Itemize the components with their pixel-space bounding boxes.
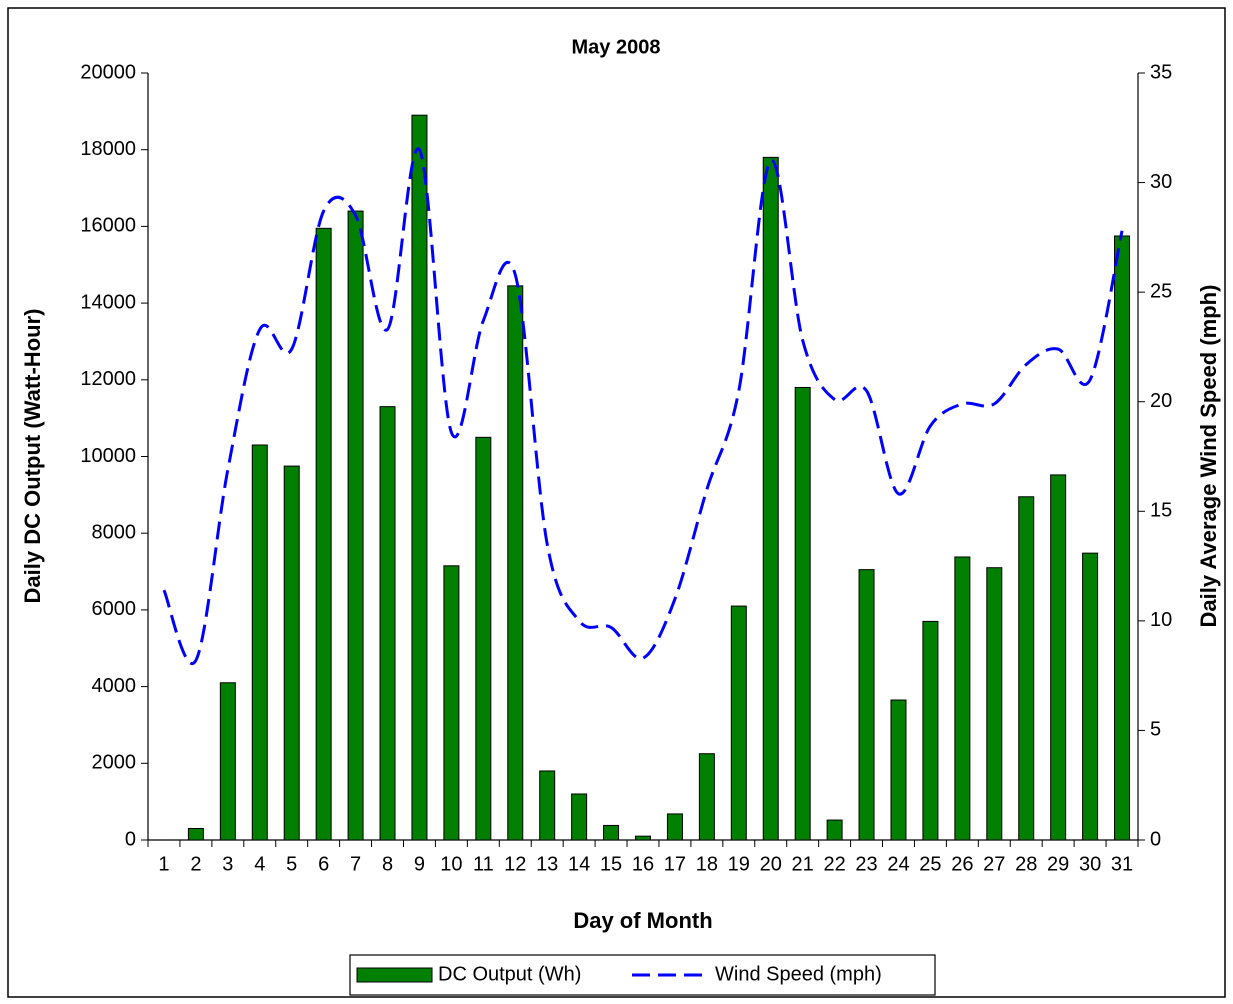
y-tick-label: 8000 bbox=[92, 521, 137, 543]
x-tick-label: 10 bbox=[440, 853, 462, 875]
y2-tick-label: 30 bbox=[1150, 171, 1172, 193]
x-tick-label: 26 bbox=[951, 853, 973, 875]
x-tick-label: 13 bbox=[536, 853, 558, 875]
x-tick-label: 12 bbox=[504, 853, 526, 875]
x-tick-label: 11 bbox=[473, 853, 494, 875]
y2-axis-label: Daily Average Wind Speed (mph) bbox=[1196, 285, 1221, 628]
bar bbox=[858, 569, 875, 841]
bar bbox=[922, 620, 939, 841]
bar bbox=[443, 565, 460, 841]
x-tick-label: 22 bbox=[823, 853, 845, 875]
x-axis-label: Day of Month bbox=[573, 908, 712, 933]
y-axis-label: Daily DC Output (Watt-Hour) bbox=[20, 309, 45, 604]
y2-tick-label: 0 bbox=[1150, 828, 1161, 850]
legend-label: Wind Speed (mph) bbox=[715, 963, 882, 985]
bar bbox=[347, 210, 364, 841]
y-tick-label: 20000 bbox=[80, 61, 136, 83]
bar bbox=[1050, 474, 1067, 841]
bar bbox=[315, 227, 332, 841]
bar bbox=[698, 753, 715, 841]
x-tick-label: 30 bbox=[1079, 853, 1101, 875]
y-tick-label: 0 bbox=[125, 828, 136, 850]
x-tick-label: 6 bbox=[318, 853, 329, 875]
bar bbox=[762, 156, 779, 841]
bar bbox=[411, 114, 428, 841]
x-tick-label: 19 bbox=[728, 853, 750, 875]
x-tick-label: 25 bbox=[919, 853, 941, 875]
x-tick-label: 21 bbox=[792, 853, 814, 875]
bar bbox=[219, 682, 236, 841]
y-tick-label: 4000 bbox=[92, 675, 137, 697]
y-tick-label: 2000 bbox=[92, 752, 137, 774]
bar bbox=[283, 465, 300, 841]
x-tick-label: 23 bbox=[855, 853, 877, 875]
x-tick-label: 1 bbox=[158, 853, 169, 875]
x-tick-label: 16 bbox=[632, 853, 654, 875]
y2-tick-label: 25 bbox=[1150, 280, 1172, 302]
bar bbox=[986, 567, 1003, 841]
legend-label: DC Output (Wh) bbox=[438, 963, 581, 985]
x-tick-label: 27 bbox=[983, 853, 1005, 875]
bar bbox=[251, 444, 268, 841]
bar bbox=[571, 793, 588, 841]
y-tick-label: 14000 bbox=[80, 291, 136, 313]
wind-line bbox=[162, 147, 1124, 665]
x-tick-label: 2 bbox=[190, 853, 201, 875]
bar bbox=[539, 770, 556, 841]
bar bbox=[890, 699, 907, 841]
y2-tick-label: 5 bbox=[1150, 719, 1161, 741]
bar bbox=[603, 824, 620, 841]
y-tick-label: 12000 bbox=[80, 368, 136, 390]
bar bbox=[826, 819, 843, 841]
bar bbox=[954, 556, 971, 841]
bar bbox=[1082, 552, 1099, 841]
chart-border bbox=[7, 7, 1226, 998]
y-tick-label: 6000 bbox=[92, 598, 137, 620]
bar bbox=[794, 386, 811, 841]
x-tick-label: 14 bbox=[568, 853, 590, 875]
y2-tick-label: 15 bbox=[1150, 500, 1172, 522]
x-tick-label: 28 bbox=[1015, 853, 1037, 875]
x-tick-label: 31 bbox=[1111, 853, 1133, 875]
bar bbox=[635, 835, 651, 841]
x-tick-label: 5 bbox=[286, 853, 297, 875]
x-tick-label: 7 bbox=[350, 853, 361, 875]
x-tick-label: 24 bbox=[887, 853, 909, 875]
bar bbox=[730, 605, 747, 841]
bar bbox=[187, 827, 204, 841]
x-tick-label: 4 bbox=[254, 853, 265, 875]
bar bbox=[666, 813, 683, 841]
y-tick-label: 16000 bbox=[80, 215, 136, 237]
bar bbox=[379, 406, 396, 841]
bar bbox=[1114, 235, 1131, 841]
y2-tick-label: 35 bbox=[1150, 61, 1172, 83]
y-tick-label: 18000 bbox=[80, 138, 136, 160]
legend-swatch bbox=[356, 967, 433, 983]
bar bbox=[475, 436, 492, 841]
y-tick-label: 10000 bbox=[80, 445, 136, 467]
x-tick-label: 29 bbox=[1047, 853, 1069, 875]
y2-tick-label: 10 bbox=[1150, 609, 1172, 631]
y2-tick-label: 20 bbox=[1150, 390, 1172, 412]
bar bbox=[1018, 496, 1035, 841]
x-tick-label: 17 bbox=[664, 853, 686, 875]
x-tick-label: 18 bbox=[696, 853, 718, 875]
chart-title: May 2008 bbox=[572, 36, 661, 58]
bar bbox=[507, 285, 524, 841]
x-tick-label: 15 bbox=[600, 853, 622, 875]
x-tick-label: 9 bbox=[414, 853, 425, 875]
x-tick-label: 20 bbox=[760, 853, 782, 875]
x-tick-label: 8 bbox=[382, 853, 393, 875]
x-tick-label: 3 bbox=[222, 853, 233, 875]
